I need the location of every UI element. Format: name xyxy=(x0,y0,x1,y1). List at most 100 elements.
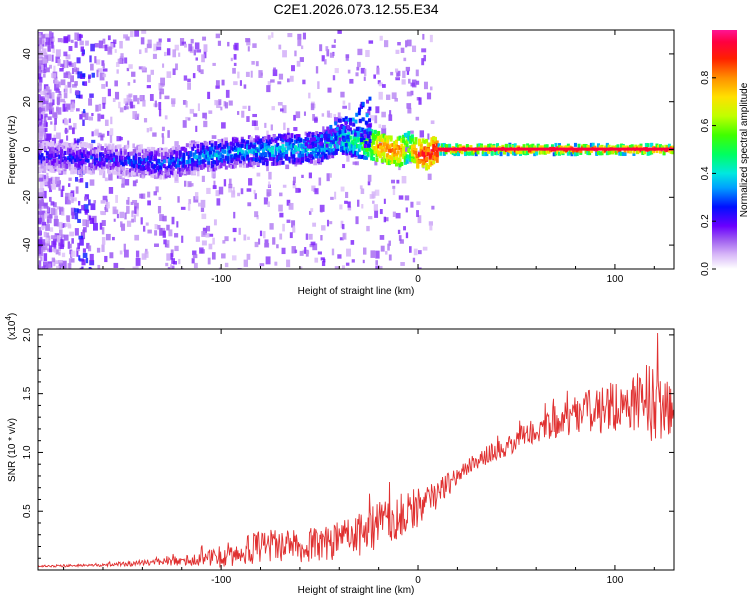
heatmap-noise-cell xyxy=(67,34,71,42)
heatmap-noise-cell xyxy=(359,185,363,189)
heatmap-noise-cell xyxy=(422,246,428,251)
heatmap-noise-cell xyxy=(243,84,247,89)
heatmap-noise-cell xyxy=(67,222,71,227)
heatmap-cell xyxy=(286,134,290,139)
heatmap-noise-cell xyxy=(54,80,59,85)
heatmap-cell xyxy=(612,148,616,153)
heatmap-noise-cell xyxy=(65,192,70,201)
heatmap-cell xyxy=(285,139,289,144)
heatmap-cell xyxy=(253,148,257,153)
heatmap-cell xyxy=(61,162,65,167)
heatmap-noise-cell xyxy=(65,103,71,110)
heatmap-noise-cell xyxy=(394,97,398,102)
heatmap-cell xyxy=(54,153,58,158)
heatmap-cell xyxy=(432,160,436,165)
heatmap-cell xyxy=(364,138,368,143)
heatmap-cell xyxy=(157,168,161,173)
heatmap-cell xyxy=(63,144,67,149)
heatmap-cell xyxy=(150,146,154,151)
heatmap-plume-cell xyxy=(352,122,356,127)
heatmap-cell xyxy=(409,139,413,144)
heatmap-noise-cell xyxy=(81,111,86,118)
heatmap-cell xyxy=(187,155,191,160)
heatmap-cell xyxy=(247,144,251,149)
heatmap-cell xyxy=(331,150,335,155)
heatmap-cell xyxy=(95,156,99,161)
snr-x-label: Height of straight line (km) xyxy=(298,585,415,596)
heatmap-noise-cell xyxy=(337,30,342,34)
heatmap-noise-cell xyxy=(127,197,130,205)
heatmap-noise-cell xyxy=(380,245,385,252)
heatmap-cell xyxy=(91,168,95,173)
heatmap-cell xyxy=(123,150,127,155)
heatmap-cell xyxy=(657,144,661,149)
heatmap-cell xyxy=(70,164,74,169)
heatmap-noise-cell xyxy=(38,46,42,51)
heatmap-noise-cell xyxy=(168,229,173,237)
heatmap-noise-cell xyxy=(40,256,43,262)
snr-series-line xyxy=(38,332,674,568)
heatmap-noise-cell xyxy=(104,255,108,263)
heatmap-cell xyxy=(79,169,83,174)
heatmap-noise-cell xyxy=(141,253,147,260)
heatmap-noise-cell xyxy=(92,215,97,223)
heatmap-noise-cell xyxy=(406,70,410,75)
heatmap-cell xyxy=(113,159,117,164)
heatmap-noise-cell xyxy=(65,71,70,75)
heatmap-cell xyxy=(400,161,404,166)
heatmap-noise-cell xyxy=(152,53,157,59)
heatmap-cell xyxy=(598,145,602,150)
heatmap-cell xyxy=(423,139,427,144)
heatmap-cell xyxy=(278,156,282,161)
heatmap-cell xyxy=(138,148,142,153)
heatmap-cell xyxy=(150,153,154,158)
heatmap-noise-cell xyxy=(44,213,48,219)
heatmap-noise-cell xyxy=(106,204,110,209)
spectrogram-y-tick-label: 40 xyxy=(22,48,33,60)
heatmap-cell xyxy=(122,151,126,156)
heatmap-cell xyxy=(405,132,409,137)
heatmap-noise-cell xyxy=(175,63,178,71)
heatmap-cell xyxy=(38,146,42,151)
heatmap-cell xyxy=(350,140,354,145)
heatmap-noise-cell xyxy=(193,113,198,117)
heatmap-noise-cell xyxy=(224,262,229,268)
heatmap-noise-cell xyxy=(42,73,46,78)
heatmap-noise-cell xyxy=(61,252,66,258)
heatmap-cell xyxy=(205,154,209,159)
heatmap-noise-cell xyxy=(222,240,226,244)
heatmap-cell xyxy=(93,157,97,162)
heatmap-cell xyxy=(56,167,60,172)
heatmap-plume-cell xyxy=(364,140,368,145)
heatmap-cell xyxy=(641,150,645,155)
heatmap-noise-cell xyxy=(95,59,101,65)
heatmap-noise-cell xyxy=(57,38,63,43)
heatmap-noise-cell xyxy=(291,65,295,72)
heatmap-cell xyxy=(382,136,386,141)
heatmap-cell xyxy=(138,152,142,157)
heatmap-noise-cell xyxy=(268,181,271,188)
heatmap-cell xyxy=(84,142,88,147)
heatmap-cell xyxy=(536,144,540,149)
heatmap-noise-cell xyxy=(310,241,316,246)
heatmap-noise-cell xyxy=(207,257,211,265)
heatmap-noise-cell xyxy=(230,57,233,62)
heatmap-noise-cell xyxy=(42,128,45,135)
heatmap-cell xyxy=(301,153,305,158)
heatmap-cell xyxy=(150,164,154,169)
heatmap-cell xyxy=(164,147,168,152)
heatmap-noise-cell xyxy=(74,62,77,70)
heatmap-cell xyxy=(258,138,262,143)
heatmap-cell xyxy=(254,150,258,155)
heatmap-cell xyxy=(386,143,390,148)
heatmap-noise-cell xyxy=(304,247,307,254)
heatmap-noise-cell xyxy=(41,48,47,55)
heatmap-cell xyxy=(145,152,149,157)
heatmap-cell xyxy=(354,136,358,141)
heatmap-noise-cell xyxy=(278,73,284,80)
heatmap-noise-cell xyxy=(154,100,157,108)
heatmap-cell xyxy=(293,157,297,162)
heatmap-plume-cell xyxy=(341,129,345,134)
heatmap-cell xyxy=(251,161,255,166)
heatmap-cell xyxy=(487,149,491,154)
